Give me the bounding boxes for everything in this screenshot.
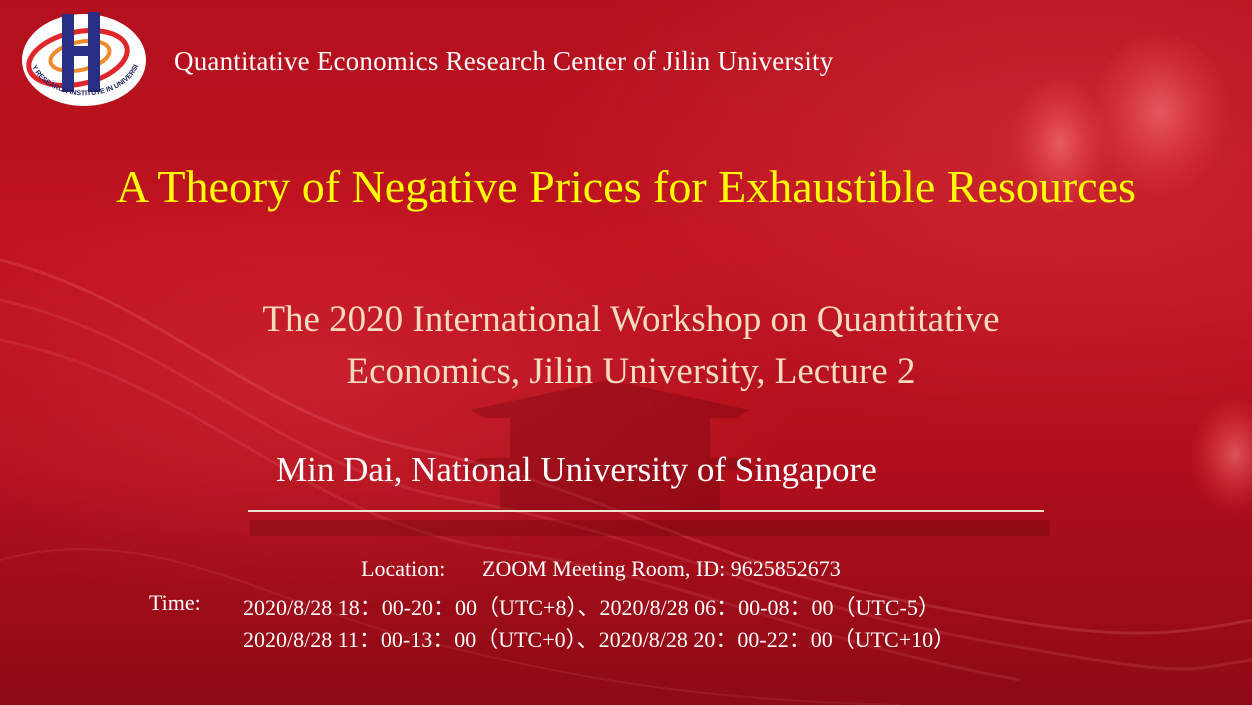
- logo-ring-inner: [48, 38, 112, 74]
- workshop-subtitle: The 2020 International Workshop on Quant…: [0, 294, 1252, 398]
- institute-logo: KEY RESEARCH INSTITUTE IN UNIVERSITY: [20, 8, 146, 106]
- time-line-2: 2020/8/28 11：00-13：00（UTC+0）、2020/8/28 2…: [243, 627, 956, 652]
- time-label: Time:: [149, 590, 201, 615]
- subtitle-line-1: The 2020 International Workshop on Quant…: [262, 299, 1000, 340]
- location-value: ZOOM Meeting Room, ID: 9625852673: [482, 556, 841, 581]
- lantern-glow: [1010, 80, 1110, 220]
- logo-bar-left: [62, 14, 74, 92]
- organization-name: Quantitative Economics Research Center o…: [174, 46, 834, 76]
- time-line-1: 2020/8/28 18：00-20：00（UTC+8）、2020/8/28 0…: [243, 595, 940, 620]
- pagoda-silhouette: [250, 380, 1050, 536]
- silk-wave: [0, 338, 1021, 682]
- silk-wave: [0, 548, 901, 705]
- silk-wave: [0, 298, 1252, 671]
- speaker-divider: [248, 510, 1044, 512]
- logo-bar-right: [88, 12, 100, 92]
- subtitle-line-2: Economics, Jilin University, Lecture 2: [346, 351, 916, 392]
- lantern-glow: [1090, 35, 1230, 205]
- location-label: Location:: [361, 556, 446, 581]
- talk-title: A Theory of Negative Prices for Exhausti…: [116, 161, 1136, 212]
- lantern-glow: [1190, 400, 1252, 520]
- speaker-name: Min Dai, National University of Singapor…: [276, 450, 877, 489]
- logo-bar-mid: [74, 46, 88, 56]
